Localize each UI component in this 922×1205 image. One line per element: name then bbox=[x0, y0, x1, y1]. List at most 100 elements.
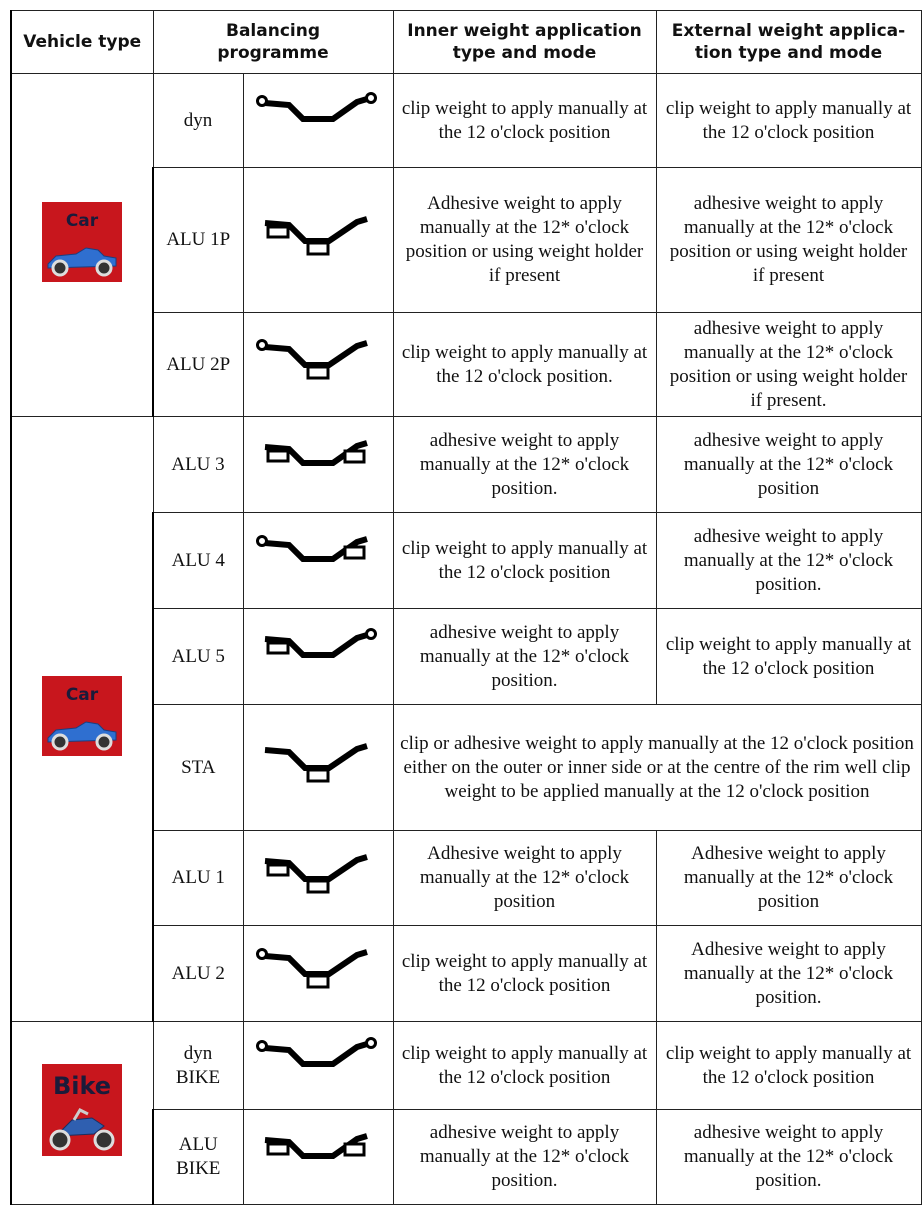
programme-cell: STA bbox=[152, 704, 244, 831]
adhesive-weight bbox=[343, 449, 366, 464]
adhesive-weight bbox=[343, 1142, 366, 1156]
wheel bbox=[51, 259, 69, 276]
merged-cell: clip or adhesive weight to apply manuall… bbox=[392, 704, 922, 831]
vehicle-cell: Car bbox=[10, 73, 154, 417]
icon-cell bbox=[242, 512, 394, 609]
rim-icon bbox=[256, 535, 368, 562]
icon-cell bbox=[242, 704, 394, 831]
rim-profile bbox=[264, 440, 368, 466]
adhesive-weight bbox=[266, 863, 290, 876]
rim-profile bbox=[264, 632, 368, 658]
vehicle-icon: Bike bbox=[42, 1063, 122, 1156]
rim-icon bbox=[256, 1037, 377, 1067]
bike-rider bbox=[72, 1107, 89, 1121]
table-row: Bike dyn BIKE clip weight to apply manuall… bbox=[10, 1021, 922, 1205]
adhesive-weight bbox=[266, 225, 290, 238]
programme-cell: ALU 1P bbox=[152, 167, 244, 313]
adhesive-weight bbox=[306, 879, 330, 893]
table-body: Car dyn clip weight to apply manually at t… bbox=[10, 73, 922, 1205]
external-cell: Adhesive weight to apply manually at the… bbox=[655, 830, 922, 926]
clip-weight bbox=[256, 948, 268, 960]
icon-cell bbox=[242, 608, 394, 705]
clip-weight bbox=[256, 535, 268, 547]
programme-cell: ALU 1 bbox=[152, 830, 244, 926]
clip-weight bbox=[256, 95, 268, 107]
inner-cell: clip weight to apply manually at the 12 … bbox=[392, 925, 657, 1022]
adhesive-weight bbox=[306, 768, 330, 783]
header-row: Vehicle type Balancing programme Inner w… bbox=[10, 10, 922, 74]
external-cell: clip weight to apply manually at the 12 … bbox=[655, 1021, 922, 1110]
clip-weight bbox=[365, 1037, 377, 1049]
inner-cell: clip weight to apply manually at the 12 … bbox=[392, 512, 657, 609]
icon-cell bbox=[242, 416, 394, 513]
inner-cell: clip weight to apply manually at the 12 … bbox=[392, 73, 657, 168]
rim-profile bbox=[264, 1041, 368, 1067]
programme-cell: ALU BIKE bbox=[152, 1109, 244, 1205]
rim-profile bbox=[264, 536, 368, 562]
table-row: ALU 4 clip weight to apply manually at th… bbox=[11, 512, 922, 609]
bike-body bbox=[54, 1116, 105, 1137]
programme-cell: ALU 5 bbox=[152, 608, 244, 705]
table-header: Vehicle type Balancing programme Inner w… bbox=[10, 10, 922, 74]
vehicle-icon: Car bbox=[42, 201, 122, 282]
icon-cell bbox=[242, 167, 394, 313]
rim-icon bbox=[264, 440, 368, 466]
adhesive-weight bbox=[306, 241, 330, 255]
wheel bbox=[93, 1129, 115, 1150]
inner-cell: adhesive weight to apply manually at the… bbox=[392, 1109, 657, 1205]
external-cell: adhesive weight to apply manually at the… bbox=[655, 416, 922, 513]
wheel bbox=[51, 733, 69, 750]
table-row: Car dyn clip weight to apply manually at t… bbox=[10, 73, 922, 417]
table-row: ALU 2P clip weight to apply manually at t… bbox=[11, 312, 922, 417]
rim-profile bbox=[264, 340, 368, 368]
rim-icon bbox=[264, 628, 377, 658]
rim-profile bbox=[264, 96, 368, 122]
table-row: ALU 1 Adhesive weight to apply manually a… bbox=[11, 830, 922, 926]
adhesive-weight bbox=[343, 545, 366, 560]
rim-profile bbox=[264, 853, 368, 882]
wheel bbox=[95, 259, 113, 276]
rim-profile bbox=[264, 743, 368, 771]
icon-cell bbox=[242, 1109, 394, 1205]
table-row: ALU BIKE adhesive weight to apply manuall… bbox=[11, 1109, 922, 1205]
rim-icon bbox=[264, 743, 368, 783]
icon-cell bbox=[242, 830, 394, 926]
rim-icon bbox=[256, 339, 368, 380]
wheel bbox=[49, 1129, 71, 1150]
rim-profile bbox=[264, 949, 368, 977]
inner-cell: Adhesive weight to apply manually at the… bbox=[392, 830, 657, 926]
inner-cell: adhesive weight to apply manually at the… bbox=[392, 416, 657, 513]
vehicle-label: Bike bbox=[53, 1072, 111, 1100]
rim-icon bbox=[264, 853, 368, 893]
rim-profile bbox=[264, 215, 368, 244]
external-cell: adhesive weight to apply manually at the… bbox=[655, 312, 922, 417]
clip-weight bbox=[256, 1040, 268, 1052]
vehicle-cell: Bike bbox=[10, 1021, 154, 1205]
vehicle-label: Car bbox=[66, 211, 99, 231]
programme-cell: dyn BIKE bbox=[152, 1021, 244, 1110]
rim-icon bbox=[256, 948, 368, 989]
adhesive-weight bbox=[266, 641, 290, 655]
table-row: ALU 1P Adhesive weight to apply manually … bbox=[11, 167, 922, 313]
rim-icon bbox=[264, 1132, 368, 1159]
icon-cell bbox=[242, 312, 394, 417]
external-cell: adhesive weight to apply manually at the… bbox=[655, 1109, 922, 1205]
adhesive-weight bbox=[306, 974, 330, 989]
programme-cell: ALU 3 bbox=[152, 416, 244, 513]
header-cell: External weight applica- tion type and m… bbox=[655, 10, 922, 74]
inner-cell: Adhesive weight to apply manually at the… bbox=[392, 167, 657, 313]
external-cell: Adhesive weight to apply manually at the… bbox=[655, 925, 922, 1022]
programme-cell: dyn bbox=[152, 73, 244, 168]
rim-icon bbox=[264, 215, 368, 255]
table-row: ALU 5 adhesive weight to apply manually a… bbox=[11, 608, 922, 705]
wheel bbox=[95, 733, 113, 750]
clip-weight bbox=[365, 628, 377, 640]
table-row: STA clip or adhesive weight to apply manu… bbox=[11, 704, 922, 831]
programme-cell: ALU 2 bbox=[152, 925, 244, 1022]
table-row: Car ALU 3 adhesive weight to apply manuall… bbox=[10, 416, 922, 1022]
inner-cell: adhesive weight to apply manually at the… bbox=[392, 608, 657, 705]
icon-cell bbox=[242, 925, 394, 1022]
rim-icon bbox=[256, 92, 377, 122]
icon-cell bbox=[242, 73, 394, 168]
external-cell: adhesive weight to apply manually at the… bbox=[655, 167, 922, 313]
